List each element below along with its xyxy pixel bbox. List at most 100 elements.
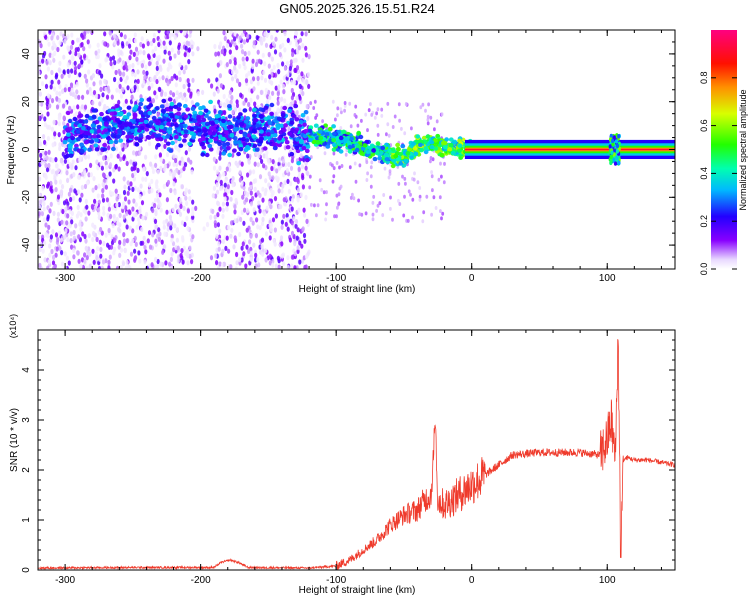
spectrogram-noise-cell: [337, 202, 340, 207]
spectrogram-ridge-cell: [325, 144, 331, 149]
spectrogram-ridge-cell: [262, 146, 268, 151]
spectrogram-noise-cell: [265, 150, 269, 156]
spectrogram-ridge-cell: [94, 119, 100, 125]
spectrogram-noise-cell: [292, 80, 297, 86]
spectrogram-noise-cell: [248, 170, 252, 176]
spectrogram-noise-cell: [191, 77, 195, 83]
spectrogram-noise-cell: [291, 51, 295, 58]
spectrogram-noise-cell: [98, 70, 102, 76]
spectrogram-noise-cell: [219, 41, 223, 47]
spectrogram-noise-cell: [295, 95, 299, 101]
spectrogram-noise-cell: [184, 64, 188, 71]
spectrogram-noise-cell: [256, 224, 260, 230]
spectrogram-ridge-cell: [73, 147, 78, 152]
spectrogram-noise-cell: [191, 234, 195, 240]
spectrogram-ridge-cell: [185, 107, 191, 112]
spectrogram-ridge-cell: [294, 117, 300, 122]
spectrogram-noise-cell: [220, 49, 225, 55]
spectrogram-noise-cell: [184, 150, 188, 156]
spectrogram-ridge-cell: [227, 104, 232, 109]
spectrogram-ridge-cell: [200, 136, 206, 141]
spectrogram-noise-cell: [276, 91, 280, 97]
spectrogram-noise-cell: [288, 237, 292, 243]
spectrogram-noise-cell: [218, 206, 222, 212]
x-tick-label: -200: [191, 273, 211, 284]
spectrogram-noise-cell: [308, 185, 312, 190]
spectrogram-noise-cell: [298, 83, 302, 89]
spectrogram-noise-cell: [254, 61, 259, 68]
spectrogram-noise-cell: [99, 253, 103, 259]
spectrogram-noise-cell: [163, 44, 167, 50]
spectrogram-noise-cell: [210, 83, 214, 89]
spectrogram-noise-cell: [240, 43, 244, 49]
spectrogram-noise-cell: [251, 76, 256, 82]
spectrogram-ridge-cell: [126, 105, 132, 110]
spectrogram-noise-cell: [366, 128, 369, 133]
spectrogram-noise-cell: [296, 197, 300, 203]
spectrogram-ridge-cell: [165, 141, 171, 146]
spectrogram-ridge-cell: [611, 142, 615, 147]
spectrogram-noise-cell: [240, 245, 244, 251]
spectrogram-noise-cell: [269, 222, 273, 228]
spectrogram-noise-cell: [305, 79, 309, 86]
spectrogram-noise-cell: [120, 41, 125, 47]
spectrogram-noise-cell: [387, 175, 391, 180]
spectrogram-noise-cell: [252, 86, 256, 92]
spectrogram-noise-cell: [224, 245, 228, 251]
spectrogram-noise-cell: [318, 178, 322, 183]
spectrogram-ridge-cell: [236, 140, 242, 145]
spectrogram-noise-cell: [274, 36, 278, 42]
spectrogram-noise-cell: [148, 182, 152, 188]
spectrogram-noise-cell: [153, 90, 157, 96]
spectrogram-noise-cell: [132, 51, 136, 58]
spectrogram-ridge-cell: [115, 118, 120, 123]
spectrogram-noise-cell: [50, 248, 54, 255]
spectrogram-ridge-cell: [293, 103, 299, 109]
spectrogram-ridge-cell: [372, 156, 378, 162]
spectrogram-noise-cell: [73, 60, 77, 66]
spectrogram-noise-cell: [217, 246, 221, 252]
spectrogram-noise-cell: [53, 173, 57, 179]
spectrogram-noise-cell: [111, 205, 115, 211]
spectrogram-noise-cell: [118, 88, 122, 94]
spectrogram-noise-cell: [264, 231, 269, 237]
spectrogram-noise-cell: [102, 155, 106, 161]
spectrogram-ridge-cell: [197, 118, 202, 124]
spectrogram-noise-cell: [287, 188, 291, 194]
spectrogram-ridge-cell: [317, 129, 323, 134]
spectrogram-noise-cell: [168, 55, 172, 61]
spectrogram-noise-cell: [115, 196, 119, 202]
spectrogram-noise-cell: [294, 37, 298, 43]
spectrogram-noise-cell: [103, 31, 107, 37]
spectrogram-noise-cell: [158, 192, 162, 198]
spectrogram-noise-cell: [174, 157, 178, 164]
spectrogram-noise-cell: [252, 169, 256, 175]
spectrogram-noise-cell: [84, 238, 88, 244]
spectrogram-ridge-cell: [285, 145, 291, 150]
spectrogram-noise-cell: [190, 39, 194, 45]
spectrogram-noise-cell: [238, 107, 242, 113]
spectrogram-noise-cell: [173, 73, 177, 79]
spectrogram-noise-cell: [96, 165, 100, 171]
spectrogram-ridge-cell: [95, 134, 101, 139]
spectrogram-noise-cell: [426, 114, 430, 119]
spectrogram-noise-cell: [262, 36, 266, 42]
spectrogram-noise-cell: [304, 45, 308, 51]
spectrogram-noise-cell: [386, 122, 390, 127]
spectrogram-noise-cell: [305, 103, 309, 110]
spectrogram-noise-cell: [147, 61, 151, 67]
spectrogram-noise-cell: [133, 38, 138, 44]
spectrogram-ridge-cell: [614, 139, 619, 144]
spectrogram-ridge-cell: [126, 112, 132, 117]
spectrogram-noise-cell: [90, 203, 94, 209]
spectrogram-noise-cell: [128, 55, 132, 61]
spectrogram-noise-cell: [245, 227, 249, 233]
spectrogram-noise-cell: [290, 263, 294, 269]
x-tick-label: 100: [599, 273, 616, 284]
spectrogram-noise-cell: [247, 157, 251, 164]
spectrogram-noise-cell: [43, 139, 47, 145]
spectrogram-noise-cell: [434, 206, 438, 210]
spectrogram-noise-cell: [386, 101, 390, 106]
spectrogram-ridge-cell: [174, 123, 179, 128]
spectrogram-noise-cell: [44, 150, 48, 156]
